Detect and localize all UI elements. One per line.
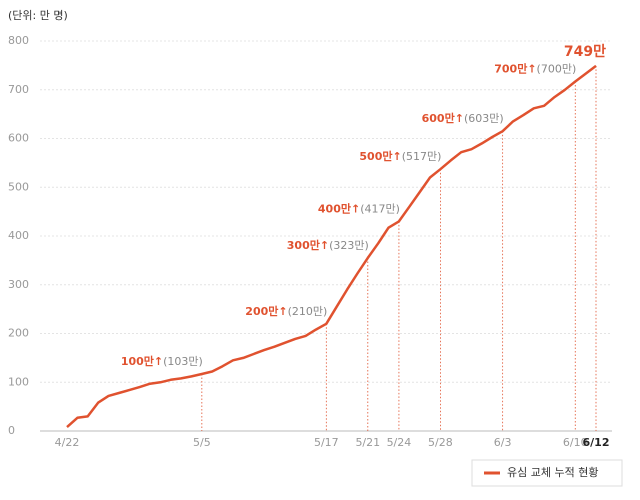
y-tick-label: 0 xyxy=(8,424,15,437)
x-tick-label: 6/10 xyxy=(563,436,588,449)
legend: 유심 교체 누적 현황 xyxy=(471,459,623,487)
legend-label: 유심 교체 누적 현황 xyxy=(507,466,598,479)
annotation: 300만↑(323만) xyxy=(287,238,369,252)
annotation: 500만↑(517만) xyxy=(359,149,441,163)
annotation-note: (603만) xyxy=(464,112,504,125)
y-tick-label: 400 xyxy=(8,229,29,242)
series-line xyxy=(66,64,597,429)
y-tick-label: 600 xyxy=(8,132,29,145)
y-tick-label: 500 xyxy=(8,180,29,193)
annotation: 200만↑(210만) xyxy=(245,304,327,318)
x-tick-label: 5/17 xyxy=(314,436,339,449)
x-tick-label: 5/5 xyxy=(193,436,211,449)
annotation-label: 100만↑ xyxy=(121,354,163,368)
x-tick-label: 6/12 xyxy=(583,436,610,449)
y-tick-label: 100 xyxy=(8,375,29,388)
x-tick-label: 5/24 xyxy=(387,436,412,449)
annotation-label: 400만↑ xyxy=(318,201,360,215)
annotation: 700만↑(700만) xyxy=(494,61,576,75)
y-tick-label: 800 xyxy=(8,34,29,47)
annotation-note: (103만) xyxy=(163,355,203,368)
annotation-label: 500만↑ xyxy=(359,149,401,163)
y-tick-label: 200 xyxy=(8,327,29,340)
annotation: 400만↑(417만) xyxy=(318,201,400,215)
annotation-note: (417만) xyxy=(360,202,400,215)
annotation-label: 200만↑ xyxy=(245,304,287,318)
x-tick-label: 5/28 xyxy=(428,436,453,449)
annotation-label: 300만↑ xyxy=(287,238,329,252)
x-tick-label: 5/21 xyxy=(355,436,380,449)
annotation-note: (210만) xyxy=(288,305,328,318)
annotation: 749만 xyxy=(564,44,606,60)
y-unit-label: (단위: 만 명) xyxy=(8,9,68,22)
annotation-note: (700만) xyxy=(537,62,577,75)
x-tick-label: 4/22 xyxy=(55,436,80,449)
annotation: 100만↑(103만) xyxy=(121,354,203,368)
y-tick-label: 300 xyxy=(8,278,29,291)
annotation-note: (323만) xyxy=(329,239,369,252)
annotation: 600만↑(603만) xyxy=(422,111,504,125)
x-tick-label: 6/3 xyxy=(494,436,512,449)
y-tick-label: 700 xyxy=(8,83,29,96)
annotation-label: 749만 xyxy=(564,44,606,60)
annotation-note: (517만) xyxy=(402,150,442,163)
annotation-label: 600만↑ xyxy=(422,111,464,125)
annotation-label: 700만↑ xyxy=(494,61,536,75)
